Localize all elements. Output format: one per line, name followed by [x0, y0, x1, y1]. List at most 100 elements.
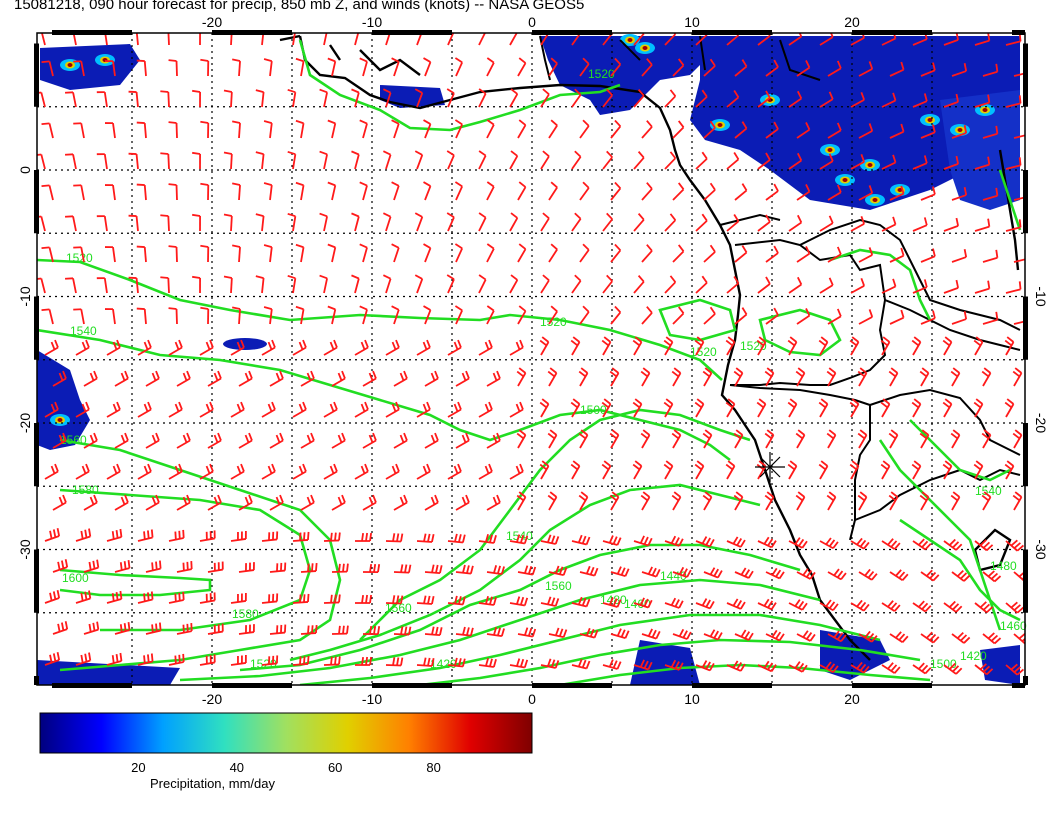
- wind-barb: [44, 339, 59, 356]
- frame-bar-left: [34, 676, 39, 685]
- wind-barb: [548, 565, 568, 576]
- wind-barb: [765, 59, 779, 77]
- wind-barb: [974, 156, 991, 170]
- wind-barb: [951, 631, 971, 644]
- frame-bar-bottom: [692, 683, 772, 688]
- frame-bar-left: [34, 43, 39, 107]
- wind-barb: [382, 212, 392, 232]
- wind-barb: [486, 494, 501, 511]
- wind-barb: [1004, 460, 1015, 480]
- wind-barb: [540, 596, 560, 607]
- precip-max-core: [842, 178, 848, 182]
- wind-barb: [633, 151, 645, 170]
- wind-barb: [137, 401, 152, 418]
- lat-tick-label-left: 0: [17, 166, 33, 174]
- axis-tick-labels: -20 -10 0 10 20 -20 -10 0 10 20 0 -10 -20 -30 -10 -20 -3…: [17, 14, 1049, 707]
- wind-barb: [796, 568, 816, 580]
- contour-labels: 1520 1520 1520 1540 1560 1580 1600 1580 1560 1540…: [60, 67, 1027, 671]
- wind-barb: [199, 654, 216, 666]
- wind-barb: [414, 150, 424, 170]
- precip-max-core: [982, 108, 988, 112]
- wind-barb: [602, 659, 622, 670]
- wind-barb: [880, 398, 891, 418]
- wind-barb: [41, 246, 54, 263]
- wind-barb: [292, 33, 296, 46]
- wind-barb: [200, 182, 210, 201]
- wind-barb: [287, 274, 297, 294]
- wind-barb: [447, 401, 462, 418]
- wind-barb: [973, 336, 984, 356]
- wind-barb: [602, 212, 613, 232]
- wind-barb: [269, 624, 287, 635]
- wind-barb: [486, 305, 495, 325]
- wind-barb: [664, 535, 684, 547]
- frame-bar-right: [1023, 549, 1028, 613]
- wind-barb: [942, 336, 953, 356]
- wind-barb: [454, 181, 463, 201]
- wind-barb: [539, 336, 550, 356]
- wind-barb: [83, 370, 98, 387]
- wind-barb: [672, 58, 685, 77]
- wind-barb: [725, 398, 736, 418]
- wind-barb: [199, 33, 201, 46]
- lat-tick-label-right: -20: [1033, 413, 1049, 433]
- wind-barb: [263, 244, 273, 263]
- precip-max-core: [67, 63, 73, 67]
- wind-barb: [354, 656, 373, 666]
- wind-barb: [733, 429, 744, 449]
- wind-barb: [416, 33, 423, 46]
- wind-barb: [912, 600, 932, 613]
- wind-barb: [920, 569, 940, 582]
- wind-barb: [795, 429, 806, 449]
- wind-barb: [671, 367, 682, 387]
- wind-barb: [757, 660, 777, 673]
- wind-barb: [517, 243, 527, 263]
- wind-barb: [1005, 281, 1022, 294]
- wind-barb: [385, 33, 391, 46]
- wind-barb: [478, 339, 493, 356]
- wind-barb: [602, 597, 622, 608]
- contour-label: 1460: [1000, 619, 1027, 633]
- wind-barb: [640, 367, 651, 387]
- wind-barb: [223, 89, 233, 108]
- wind-barb: [796, 308, 811, 325]
- wind-barb: [889, 247, 905, 263]
- wind-barb: [414, 88, 424, 108]
- wind-barb: [263, 306, 273, 325]
- wind-barb: [232, 244, 241, 263]
- wind-barb: [943, 93, 959, 108]
- wind-barb: [640, 429, 651, 449]
- wind-barb: [136, 307, 147, 325]
- wind-barb: [912, 662, 932, 675]
- wind-barb: [168, 339, 183, 356]
- wind-barb: [726, 90, 740, 108]
- wind-barb: [671, 491, 682, 511]
- wind-barb: [516, 491, 527, 511]
- frame-bar-right: [1023, 296, 1028, 360]
- wind-barb: [601, 460, 612, 480]
- wind-barb: [319, 274, 328, 294]
- wind-barb: [548, 243, 558, 263]
- wind-barb: [1005, 157, 1022, 170]
- wind-barb: [207, 494, 222, 511]
- wind-barb: [359, 181, 368, 201]
- wind-barb: [726, 536, 746, 548]
- wind-barb: [764, 367, 775, 387]
- wind-barb: [889, 569, 909, 581]
- wind-barb: [950, 429, 961, 449]
- wind-barb: [571, 534, 591, 546]
- wind-barb: [455, 370, 470, 387]
- wind-barb: [136, 245, 147, 263]
- wind-barb: [478, 212, 487, 232]
- wind-barb: [974, 94, 991, 108]
- wind-barb: [478, 33, 486, 46]
- wind-barb: [765, 183, 779, 201]
- wind-barb: [455, 626, 474, 637]
- wind-barb: [757, 598, 777, 611]
- wind-barb: [136, 183, 147, 201]
- wind-barb: [610, 181, 622, 201]
- wind-barb: [478, 657, 497, 668]
- frame-bar-top: [692, 30, 772, 35]
- wind-barb: [540, 534, 560, 545]
- wind-barb: [319, 212, 328, 232]
